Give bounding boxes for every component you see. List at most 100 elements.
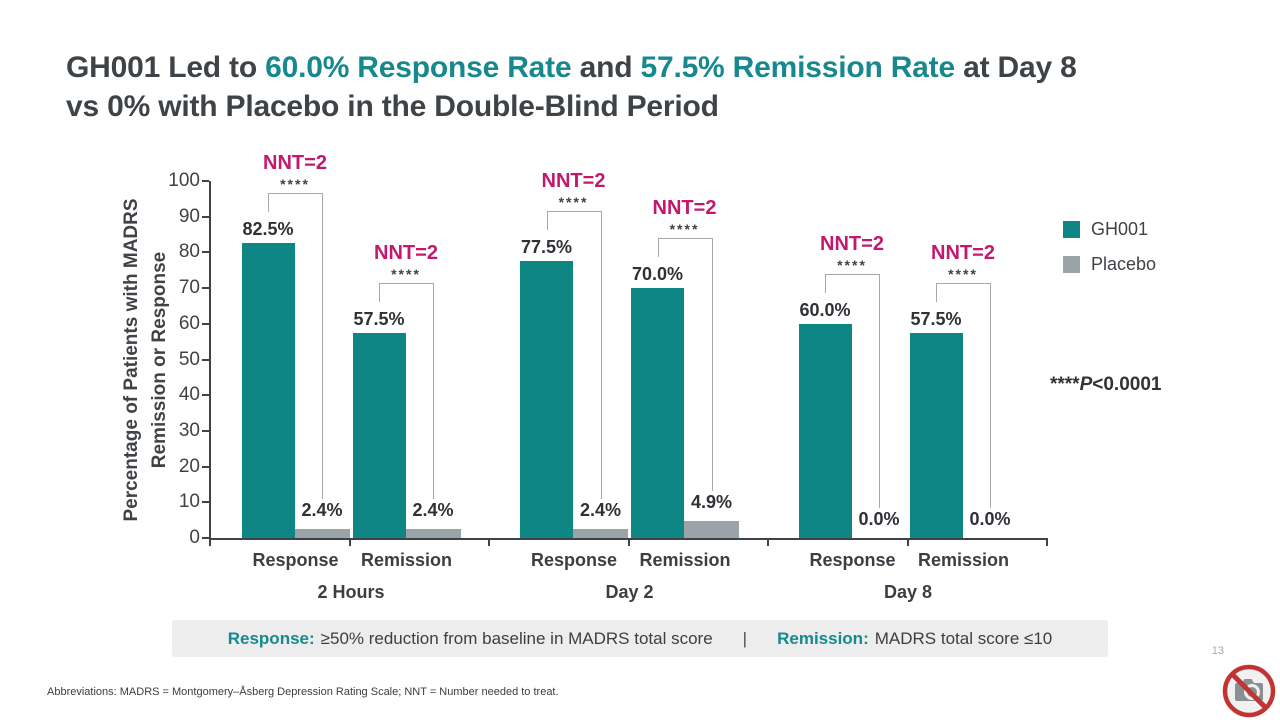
bracket-top-line: [546, 211, 601, 213]
y-tick-label: 50: [178, 348, 200, 370]
bracket-top-line: [268, 193, 322, 195]
category-label: Response: [530, 550, 618, 570]
value-label-placebo: 2.4%: [301, 500, 343, 521]
y-tick-label: 80: [178, 241, 200, 263]
group-label: Day 2: [605, 582, 654, 602]
y-tick: [202, 251, 209, 254]
bracket-right-leg: [600, 211, 602, 500]
x-tick: [906, 540, 909, 546]
title-text: GH001 Led to: [66, 51, 266, 84]
y-tick-label: 40: [178, 384, 200, 406]
x-tick: [1046, 540, 1048, 546]
title-line2: vs 0% with Placebo in the Double-Blind P…: [66, 90, 719, 123]
bracket-left-leg: [546, 211, 548, 231]
title-text: and: [571, 51, 641, 84]
group-label: 2 Hours: [317, 582, 385, 602]
y-tick: [202, 465, 209, 468]
y-tick: [202, 394, 209, 397]
x-tick: [767, 540, 769, 546]
category-label: Remission: [360, 550, 453, 570]
bracket-top-line: [936, 282, 990, 284]
definition-bar: Response: ≥50% reduction from baseline i…: [172, 620, 1108, 657]
value-label-placebo: 2.4%: [579, 500, 622, 521]
response-definition-label: Response:: [227, 628, 315, 648]
legend-item-placebo: Placebo: [1063, 255, 1156, 273]
value-label-gh001: 70.0%: [631, 264, 684, 285]
bracket-left-leg: [379, 282, 380, 302]
value-label-placebo: 4.9%: [690, 491, 733, 512]
abbreviations-footnote: Abbreviations: MADRS = Montgomery–Åsberg…: [47, 686, 559, 698]
y-axis-line: [209, 181, 211, 540]
chart-legend: GH001 Placebo: [1063, 220, 1156, 290]
pvalue-stars: ****: [1050, 374, 1080, 395]
category-label: Remission: [917, 550, 1010, 570]
x-tick: [348, 540, 351, 546]
x-axis-line: [209, 538, 1048, 540]
y-tick-label: 30: [178, 419, 200, 441]
pvalue-threshold: <0.0001: [1092, 374, 1162, 395]
gh001-swatch-icon: [1063, 220, 1080, 238]
category-label: Remission: [639, 550, 731, 570]
title-text: at Day 8: [954, 51, 1077, 84]
value-label-placebo: 0.0%: [969, 509, 1011, 529]
bracket-right-leg: [990, 282, 991, 508]
y-tick: [202, 501, 209, 504]
x-tick: [627, 540, 630, 546]
remission-definition-text: MADRS total score ≤10: [874, 628, 1053, 648]
bracket-right-leg: [322, 193, 323, 500]
placebo-swatch-icon: [1063, 255, 1080, 273]
nnt-annotation: NNT=2: [652, 197, 717, 220]
bracket-left-leg: [657, 238, 659, 258]
bar-placebo: [294, 529, 350, 538]
bar-placebo: [684, 520, 739, 538]
legend-label: Placebo: [1091, 254, 1157, 274]
y-tick: [202, 215, 209, 218]
value-label-gh001: 57.5%: [353, 308, 405, 329]
y-tick-label: 20: [178, 455, 200, 477]
bar-gh001: [241, 243, 295, 538]
significance-stars: ****: [669, 221, 700, 238]
nnt-annotation: NNT=2: [541, 170, 606, 193]
nnt-annotation: NNT=2: [263, 152, 327, 175]
bar-gh001: [520, 261, 573, 538]
group-label: Day 8: [883, 582, 933, 602]
page-number: 13: [1211, 645, 1224, 657]
bar-gh001: [798, 323, 852, 538]
no-camera-icon: [1221, 663, 1277, 719]
remission-definition-label: Remission:: [777, 628, 869, 648]
bar-gh001: [352, 332, 406, 538]
value-label-gh001: 57.5%: [910, 308, 962, 329]
bracket-right-leg: [711, 238, 713, 491]
y-tick-label: 0: [189, 527, 200, 548]
nnt-annotation: NNT=2: [374, 241, 438, 264]
y-tick: [202, 358, 209, 361]
title-highlight-response: 60.0% Response Rate: [265, 51, 572, 84]
legend-item-gh001: GH001: [1063, 220, 1156, 238]
significance-stars: ****: [280, 176, 310, 193]
bracket-top-line: [657, 238, 712, 240]
y-tick-label: 60: [178, 312, 200, 334]
x-tick: [488, 540, 490, 546]
definition-separator: |: [742, 628, 748, 648]
y-tick: [202, 537, 209, 539]
significance-stars: ****: [837, 256, 867, 273]
significance-stars: ****: [391, 265, 421, 282]
value-label-gh001: 60.0%: [799, 299, 851, 320]
title-highlight-remission: 57.5% Remission Rate: [640, 51, 955, 84]
y-tick: [202, 287, 209, 290]
category-label: Response: [252, 550, 339, 570]
legend-label: GH001: [1091, 219, 1149, 239]
y-tick-label: 90: [178, 205, 200, 227]
value-label-placebo: 0.0%: [858, 509, 900, 529]
significance-stars: ****: [558, 194, 589, 211]
category-label: Response: [809, 550, 896, 570]
y-tick-label: 10: [178, 491, 200, 513]
bar-gh001: [631, 288, 684, 538]
bracket-right-leg: [433, 282, 434, 500]
bracket-top-line: [825, 273, 879, 275]
bracket-left-leg: [268, 193, 269, 213]
bar-gh001: [909, 332, 963, 538]
x-tick: [209, 540, 211, 546]
pvalue-p: P: [1079, 374, 1093, 395]
slide-title: GH001 Led to 60.0% Response Rate and 57.…: [66, 48, 1206, 126]
